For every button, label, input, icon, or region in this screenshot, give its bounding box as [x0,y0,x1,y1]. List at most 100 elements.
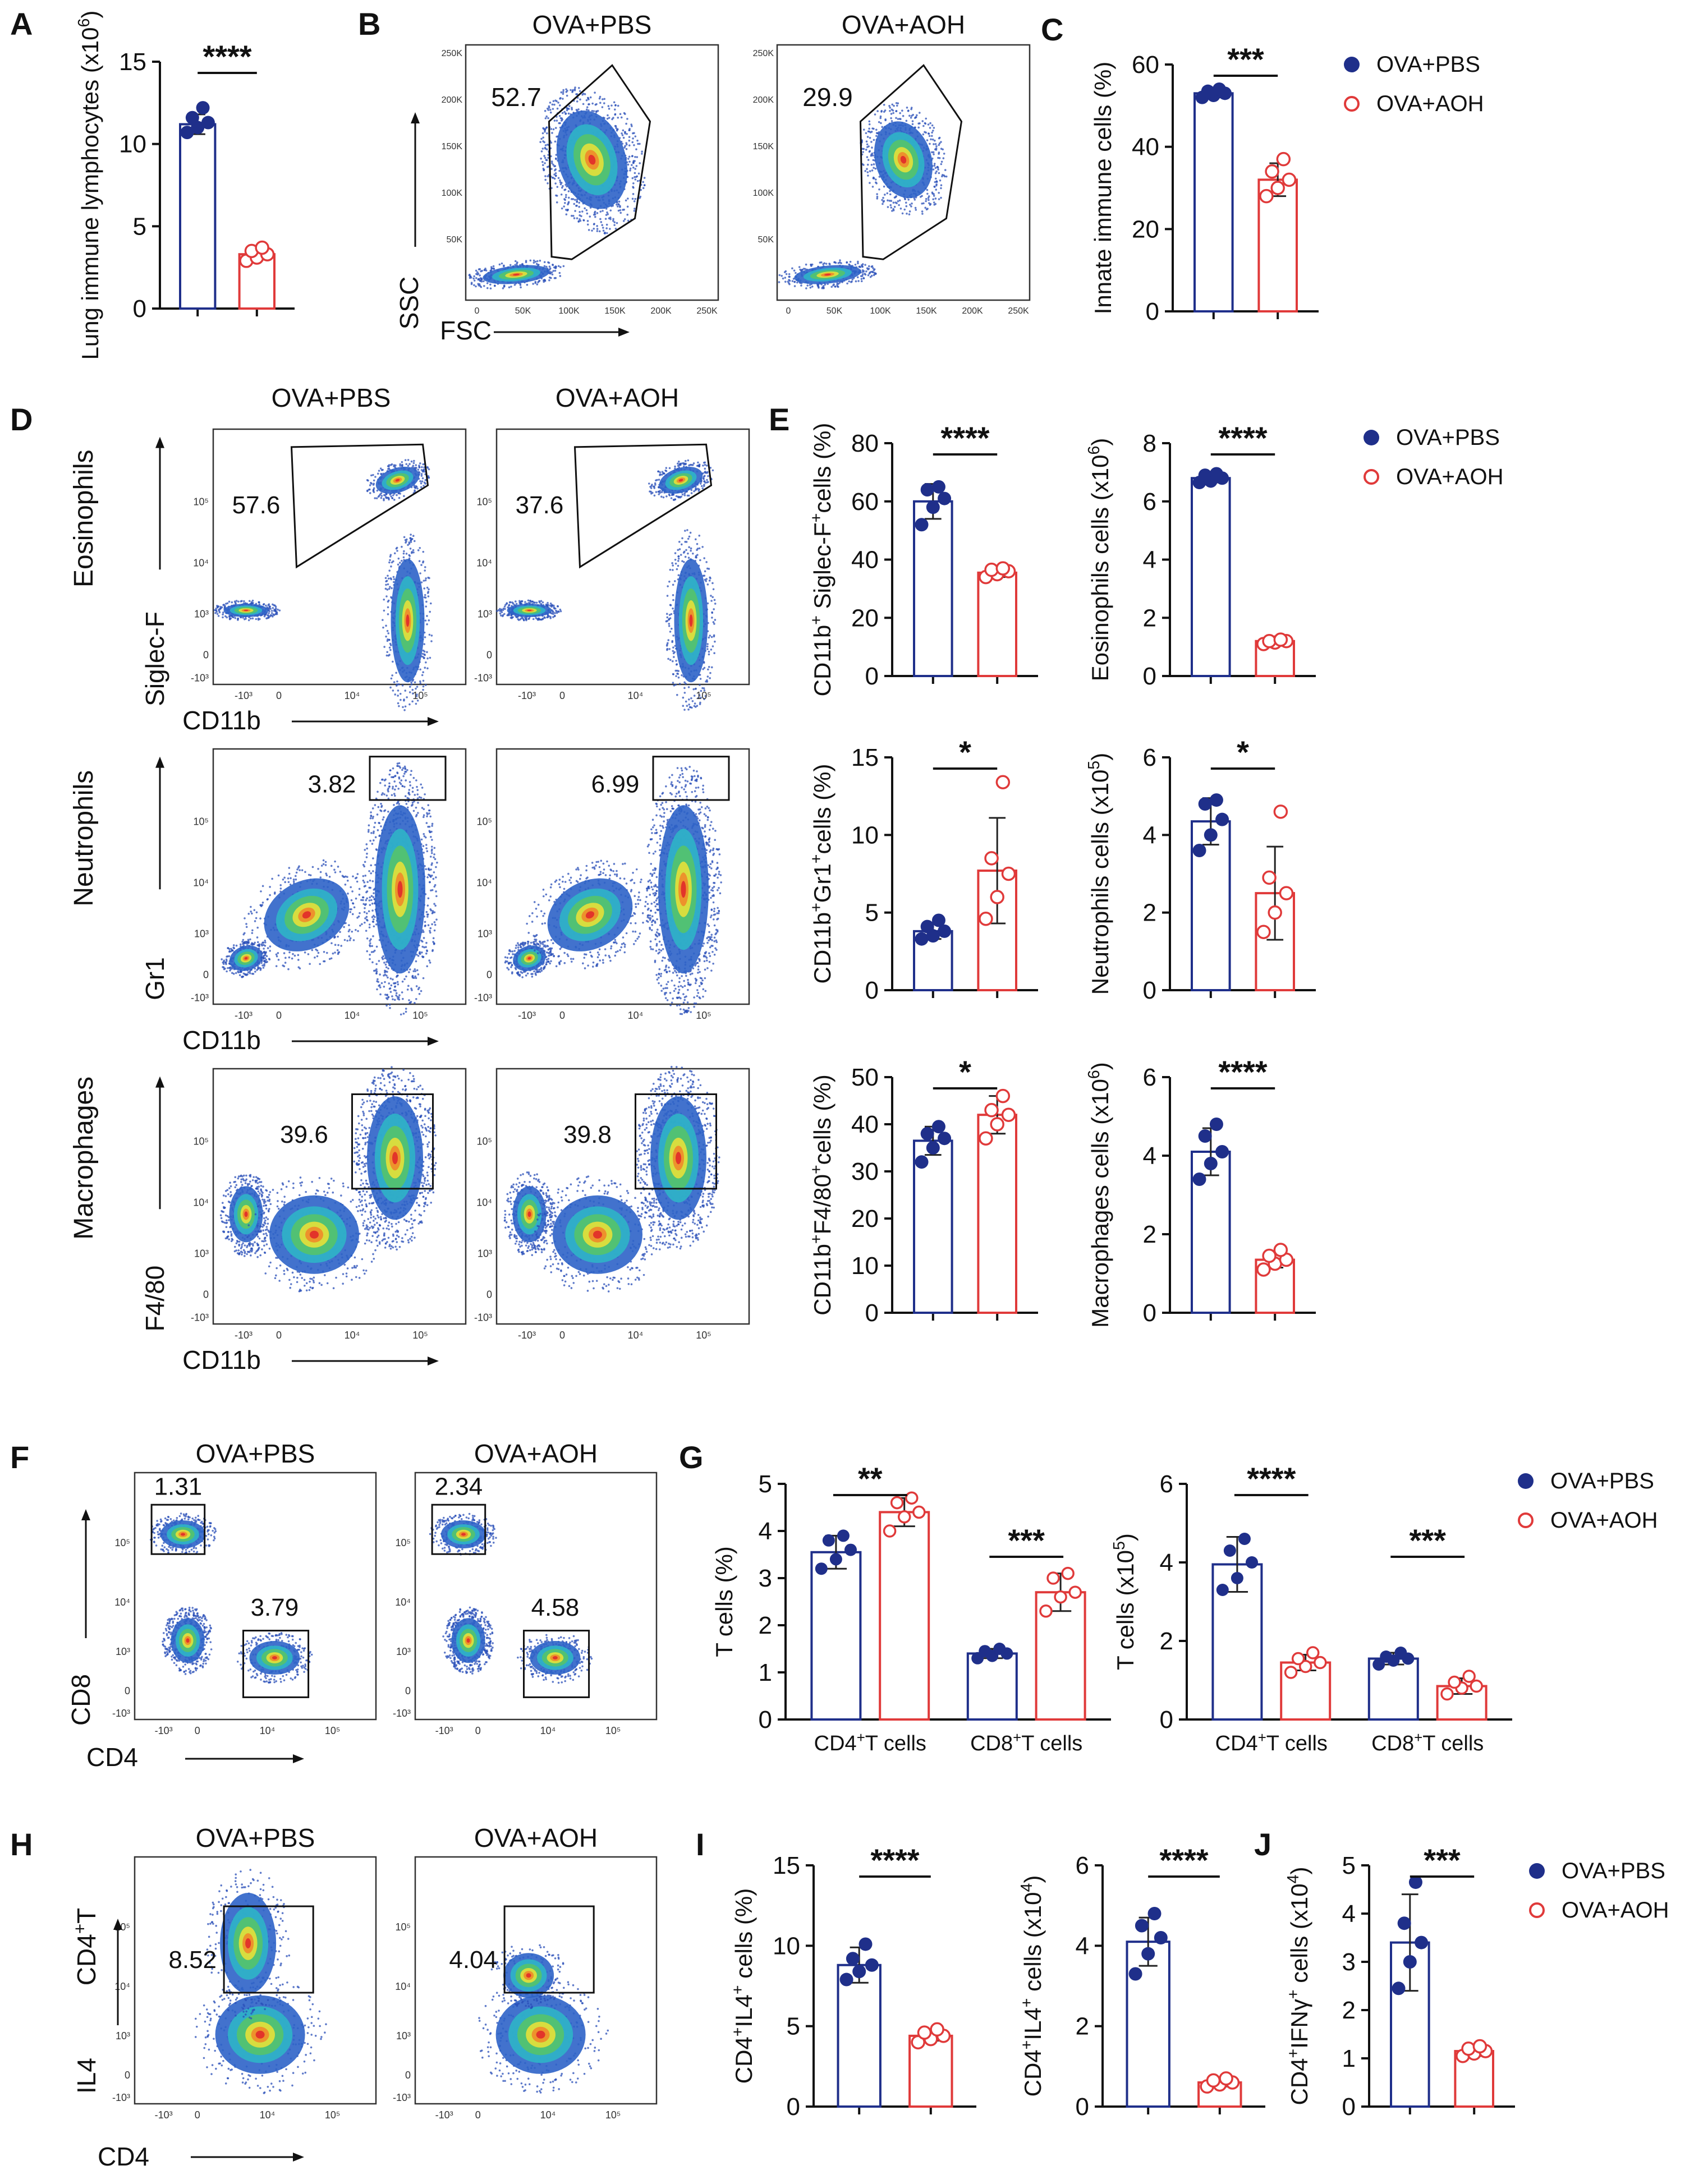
event-dot [414,540,416,542]
event-dot [512,603,515,605]
event-dot [571,198,573,200]
event-dot [426,587,429,589]
event-dot [426,668,429,670]
event-dot [677,670,680,672]
event-dot [788,282,790,284]
event-dot [419,681,421,683]
event-dot [400,699,402,701]
event-dot [242,943,244,945]
event-dot [588,103,590,105]
event-dot [562,112,564,114]
event-dot [781,275,783,277]
event-dot [876,110,879,112]
event-dot [837,286,839,288]
event-dot [263,951,265,953]
y-tick-label: 50K [447,235,463,245]
event-dot [784,281,787,283]
event-dot [259,618,261,620]
event-dot [685,556,687,558]
event-dot [422,653,424,655]
event-dot [850,261,852,263]
gate-percentage: 29.9 [802,82,853,112]
event-dot [391,985,393,987]
event-dot [579,218,581,220]
y-axis-label: SSC [394,277,424,330]
event-dot [269,958,271,960]
event-dot [416,686,419,688]
event-dot [222,617,224,619]
event-dot [681,674,683,677]
event-dot [926,139,929,141]
event-dot [490,287,492,289]
event-dot [421,951,423,954]
event-dot [538,618,540,620]
event-dot [216,605,218,607]
event-dot [434,921,436,923]
event-dot [411,683,413,686]
event-dot [372,880,374,882]
event-dot [648,482,650,485]
event-dot [391,562,393,564]
event-dot [405,705,407,707]
event-dot [939,142,941,145]
event-dot [682,705,684,707]
event-dot [419,669,421,671]
event-dot [692,700,694,702]
event-dot [651,484,653,486]
event-dot [378,470,380,472]
event-dot [410,534,412,536]
event-dot [711,636,713,638]
event-dot [703,687,705,689]
event-dot [428,897,430,899]
event-dot [866,156,869,158]
event-dot [554,608,557,610]
event-dot [419,462,421,465]
event-dot [377,813,379,816]
event-dot [680,463,682,465]
event-dot [389,559,391,562]
event-dot [364,861,366,863]
event-dot [610,104,613,107]
event-dot [376,946,378,948]
event-dot [387,574,389,577]
event-dot [880,122,882,125]
event-dot [704,471,706,473]
event-dot [542,132,544,135]
event-dot [820,261,823,264]
event-dot [609,209,612,211]
event-dot [536,601,538,604]
event-dot [406,553,408,555]
event-dot [431,634,433,637]
event-dot [557,610,559,613]
event-dot [547,109,549,111]
event-dot [398,803,400,805]
event-dot [544,261,546,263]
event-dot [880,111,883,113]
event-dot [933,186,935,188]
event-dot [426,651,428,654]
event-dot [698,466,700,468]
event-dot [479,279,481,282]
event-dot [672,564,674,567]
event-dot [539,260,541,262]
event-dot [779,274,781,277]
event-dot [636,140,639,142]
event-dot [839,259,841,261]
event-dot [421,807,424,809]
event-dot [921,203,923,205]
event-dot [609,228,611,230]
event-dot [222,966,224,968]
event-dot [916,114,918,117]
event-dot [665,467,668,469]
event-dot [682,494,684,496]
event-dot [568,105,571,107]
event-dot [430,640,433,642]
event-dot [606,232,608,235]
event-dot [373,480,375,482]
event-dot [624,113,626,115]
event-dot [594,91,596,94]
event-dot [695,539,697,541]
event-dot [394,693,396,696]
event-dot [698,489,700,491]
